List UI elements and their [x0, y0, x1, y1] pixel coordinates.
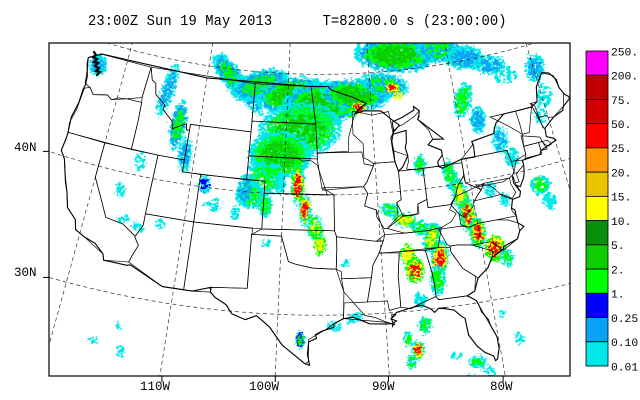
svg-text:0.25: 0.25 — [611, 314, 638, 326]
svg-text:5.: 5. — [611, 241, 625, 253]
svg-text:10.: 10. — [611, 217, 631, 229]
svg-text:1.: 1. — [611, 290, 625, 302]
svg-text:0.10: 0.10 — [611, 338, 638, 350]
svg-text:200.: 200. — [611, 72, 638, 84]
svg-text:250.: 250. — [611, 47, 638, 59]
svg-text:0.01: 0.01 — [611, 362, 638, 374]
svg-text:15.: 15. — [611, 193, 631, 205]
svg-text:20.: 20. — [611, 168, 631, 180]
svg-text:75.: 75. — [611, 96, 631, 108]
svg-text:2.: 2. — [611, 265, 625, 277]
svg-text:50.: 50. — [611, 120, 631, 132]
svg-text:25.: 25. — [611, 144, 631, 156]
